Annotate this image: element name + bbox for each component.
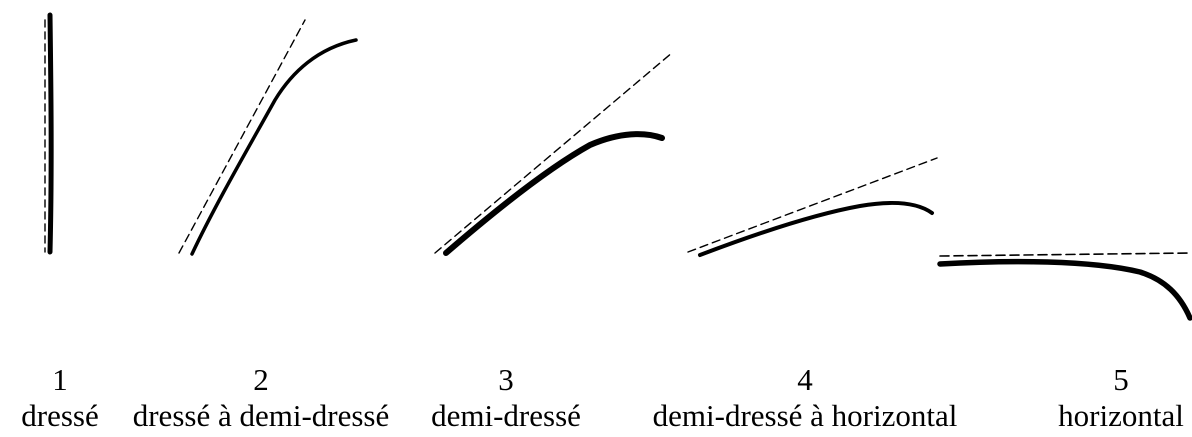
habit-3-stem [443, 131, 665, 256]
habit-1-caption: 1 dressé [0, 362, 225, 434]
habit-4-number: 4 [797, 362, 813, 397]
habit-2-stem [190, 38, 358, 256]
habit-2-drawing [178, 19, 358, 256]
habit-2-caption: 2 dressé à demi-dressé [96, 362, 426, 434]
habit-3-caption: 3 demi-dressé [341, 362, 671, 434]
habit-1-drawing [44, 12, 54, 255]
habit-5-stem [937, 258, 1192, 321]
habit-5-reference-line [939, 252, 1191, 257]
habit-2-number: 2 [253, 362, 269, 397]
habit-4-label: demi-dressé à horizontal [652, 398, 958, 433]
habit-5-label: horizontal [1058, 398, 1184, 433]
habit-3-drawing [434, 51, 674, 256]
habit-4-drawing [687, 157, 938, 257]
habit-4-caption: 4 demi-dressé à horizontal [640, 362, 970, 434]
habit-3-label: demi-dressé [431, 398, 581, 433]
habit-3-number: 3 [498, 362, 514, 397]
habit-3-reference-line [434, 51, 674, 254]
habit-5-number: 5 [1113, 362, 1129, 397]
habit-1-label: dressé [21, 398, 99, 433]
habit-5-drawing [937, 252, 1192, 321]
habit-4-reference-line [687, 157, 938, 253]
habit-2-reference-line [178, 19, 306, 254]
habit-1-number: 1 [52, 362, 68, 397]
habit-5-caption: 5 horizontal [956, 362, 1192, 434]
habit-1-stem [47, 12, 54, 255]
habit-4-stem [698, 200, 934, 257]
habit-2-label: dressé à demi-dressé [132, 398, 390, 433]
